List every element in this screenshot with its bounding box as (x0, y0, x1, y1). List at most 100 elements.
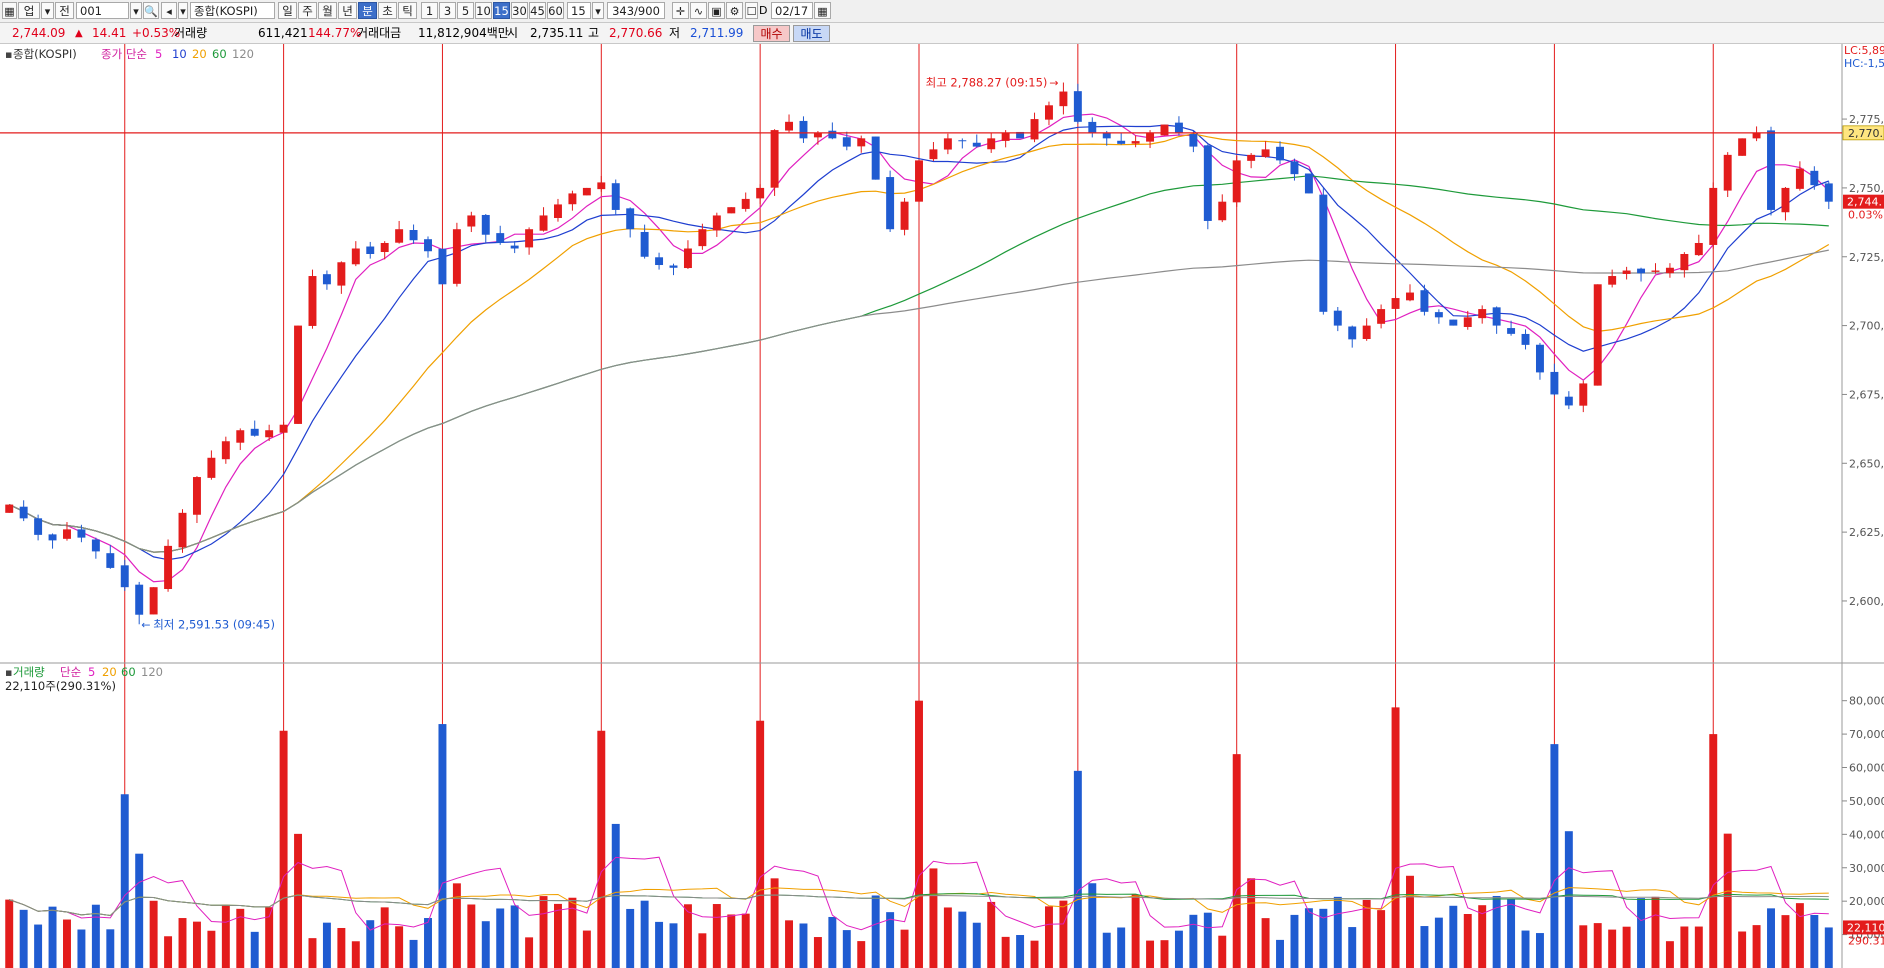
volume-last-box (1843, 920, 1884, 935)
prev-button[interactable]: 전 (55, 2, 74, 19)
candle (481, 214, 490, 235)
volume-last-pct: 290.31 (1848, 934, 1884, 947)
volume-bar (1521, 930, 1530, 968)
chart-menu-icon[interactable]: ▦ (2, 2, 17, 19)
volume-bar (1665, 941, 1674, 968)
interval-1[interactable]: 1 (421, 2, 438, 19)
tab-day[interactable]: 일 (278, 2, 297, 19)
volume-bar (424, 918, 432, 968)
candle (756, 187, 765, 199)
candle (1406, 292, 1414, 301)
interval-60[interactable]: 60 (547, 2, 564, 19)
interval-dropdown-icon[interactable]: ▾ (592, 2, 604, 19)
volume-bar (915, 700, 923, 968)
checkbox-d-icon[interactable]: ☐ (745, 2, 758, 19)
volume-bar (1044, 906, 1053, 968)
candle (1174, 122, 1183, 133)
volume-bar (1290, 914, 1299, 968)
price-tick-label: 2,700, (1849, 320, 1884, 333)
tab-week[interactable]: 주 (298, 2, 317, 19)
price-panel-title: 종합(KOSPI) (13, 47, 77, 61)
sound-dropdown-icon[interactable]: ▾ (178, 2, 188, 19)
reference-value: 2,770. (1848, 127, 1883, 140)
volume-bar (582, 930, 591, 968)
gear-icon[interactable]: ⚙ (726, 2, 743, 19)
calendar-icon[interactable]: ▦ (814, 2, 831, 19)
ma10-label: 10 (172, 47, 187, 61)
candle (582, 187, 591, 196)
volume-bar (929, 868, 938, 968)
volume-bar (1420, 926, 1429, 968)
interval-15[interactable]: 15 (493, 2, 510, 19)
interval-30[interactable]: 30 (511, 2, 528, 19)
code-dropdown-icon[interactable]: ▾ (130, 2, 142, 19)
tab-tick[interactable]: 틱 (398, 2, 417, 19)
tab-year[interactable]: 년 (338, 2, 357, 19)
volume-tick-label: 60,000 (1849, 762, 1884, 775)
candle (1680, 254, 1689, 271)
code-input[interactable]: 001 (76, 2, 129, 19)
volume-bar (741, 913, 750, 968)
price-tick-label: 2,625, (1849, 526, 1884, 539)
volume-value: 611,421 (258, 26, 308, 40)
volume-bar (539, 896, 548, 968)
volume-bar (178, 918, 187, 968)
sell-button[interactable]: 매도 (793, 25, 830, 42)
tab-month[interactable]: 월 (318, 2, 337, 19)
volume-bar (1203, 912, 1212, 968)
candle (48, 534, 57, 541)
buy-button[interactable]: 매수 (753, 25, 790, 42)
interval-input[interactable]: 15 (567, 2, 591, 19)
save-icon[interactable]: ▣ (708, 2, 725, 19)
volume-bar (1622, 926, 1631, 968)
candle (1319, 194, 1328, 312)
search-icon-small[interactable]: ▾ (41, 2, 54, 19)
candle (1781, 187, 1790, 213)
line-tool-icon[interactable]: ∿ (690, 2, 707, 19)
search-icon[interactable]: 🔍 (143, 2, 159, 19)
candle (1333, 310, 1342, 326)
candle (1593, 284, 1602, 386)
interval-3[interactable]: 3 (439, 2, 456, 19)
volume-bar (1709, 734, 1718, 968)
ma-label: 종가 단순 (101, 47, 147, 61)
tab-minute[interactable]: 분 (358, 2, 377, 19)
interval-45[interactable]: 45 (529, 2, 546, 19)
sound-icon[interactable]: ◂ (161, 2, 177, 19)
volume-bar (48, 906, 57, 968)
volume-ma-label: 단순 (60, 665, 81, 679)
candle (1276, 146, 1284, 161)
panel-menu-icon[interactable]: ▪ (5, 48, 12, 61)
date-field[interactable]: 02/17 (771, 2, 813, 19)
volume-bar (842, 930, 851, 968)
hc-label: HC:-1,5 (1844, 57, 1884, 70)
interval-5[interactable]: 5 (457, 2, 474, 19)
volume-bar (19, 909, 28, 968)
volume-bar (972, 922, 981, 968)
chart-area[interactable]: 2,600, 2,625, 2,650, 2,675, 2,700, 2,725, 2,75… (0, 44, 1884, 968)
market-select[interactable]: 업 (18, 2, 40, 19)
interval-10[interactable]: 10 (475, 2, 492, 19)
quote-bar: 2,744.09 ▲ 14.41 +0.53% 거래량 611,421 144.… (0, 23, 1884, 44)
candle (63, 529, 71, 539)
candle (1434, 312, 1443, 318)
candle (1608, 276, 1617, 285)
volume-tick-label: 80,000 (1849, 695, 1884, 708)
candle (380, 242, 389, 253)
volume-bar (871, 895, 880, 968)
candle (1579, 383, 1588, 406)
candle (698, 229, 707, 247)
volume-bar (1478, 905, 1487, 968)
price-tick-label: 2,650, (1849, 457, 1884, 470)
volume-bar (640, 900, 649, 968)
candle (294, 325, 303, 424)
tab-second[interactable]: 초 (378, 2, 397, 19)
count-field[interactable]: 343/900 (607, 2, 665, 19)
volume-panel-menu-icon[interactable]: ▪ (5, 666, 12, 679)
volume-bar (1247, 878, 1256, 968)
candle (1117, 140, 1126, 144)
crosshair-icon[interactable]: ✛ (672, 2, 689, 19)
candle (1550, 371, 1559, 395)
volume-bar (1016, 935, 1025, 968)
volume-bar (192, 921, 201, 968)
